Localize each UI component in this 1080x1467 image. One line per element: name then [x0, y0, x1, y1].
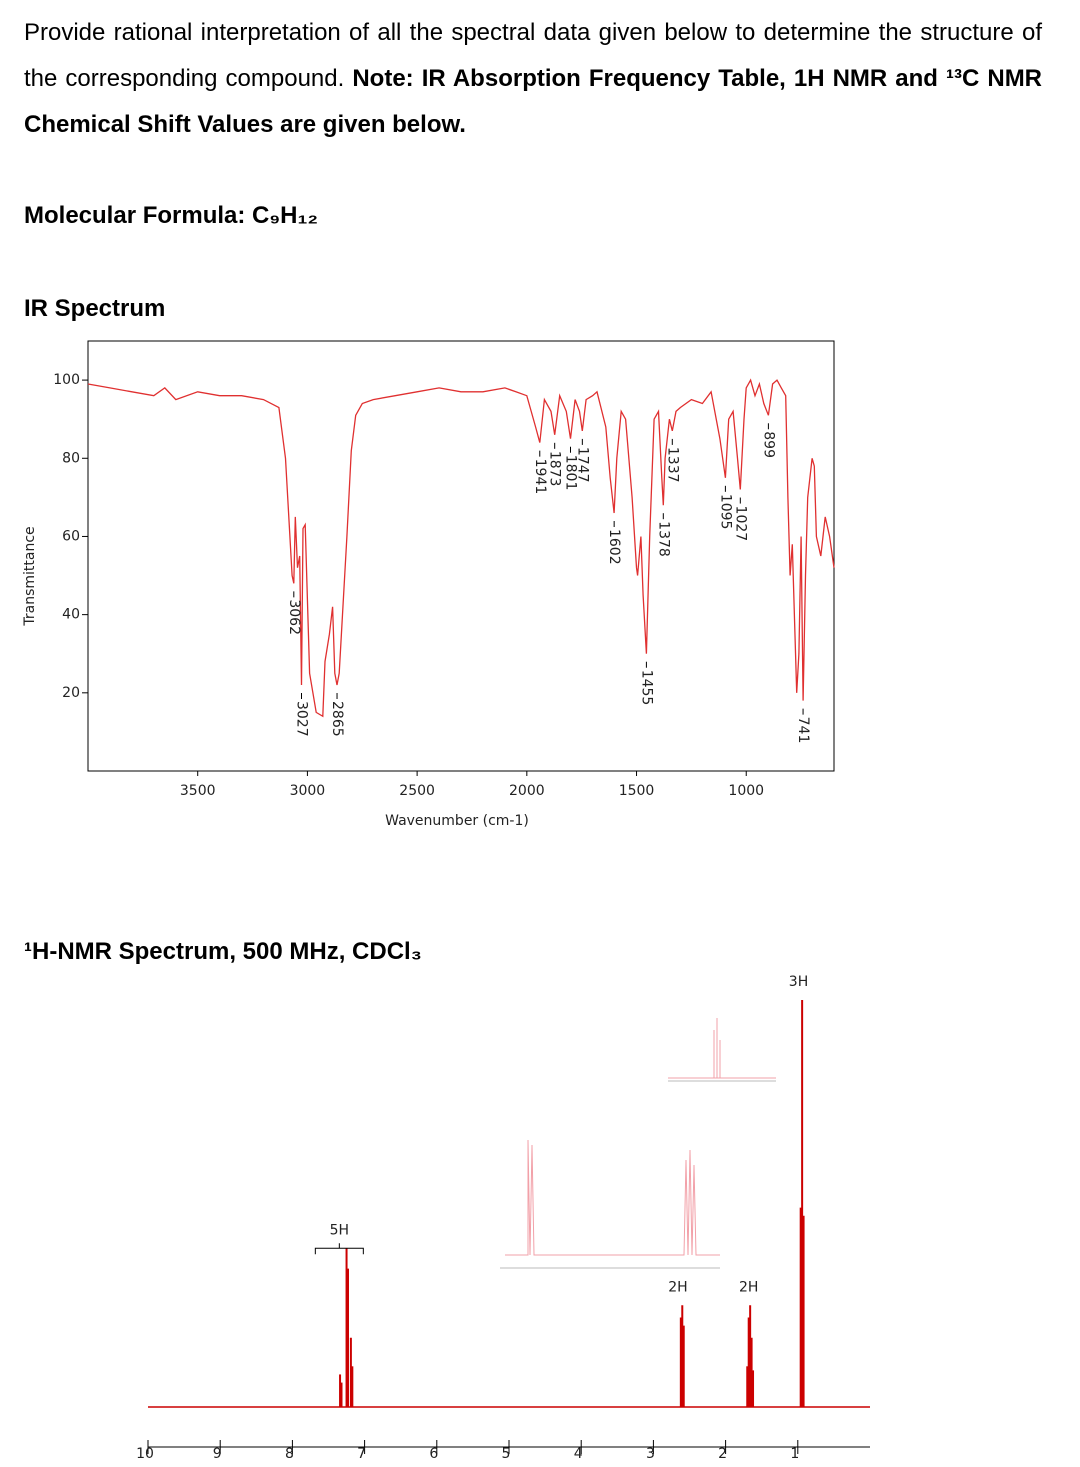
- x-tick-label: 7: [357, 1446, 366, 1462]
- x-tick-label: 3000: [290, 783, 326, 799]
- peak-label: 1941: [532, 459, 548, 495]
- y-tick-label: 40: [62, 607, 80, 623]
- y-tick-label: 80: [62, 450, 80, 466]
- integration-label: 2H: [668, 1279, 687, 1295]
- peak-label: 1602: [606, 529, 622, 565]
- integration-label: 5H: [330, 1222, 349, 1238]
- peak-label: 1027: [732, 506, 748, 542]
- x-tick-label: 3: [646, 1446, 655, 1462]
- inset-axis: [500, 1080, 776, 1269]
- inset-trace: [505, 1139, 720, 1256]
- x-tick-label: 10: [136, 1446, 154, 1462]
- y-tick-label: 20: [62, 685, 80, 701]
- peak-label: 741: [795, 717, 811, 744]
- x-tick-label: 1: [790, 1446, 799, 1462]
- y-axis-label: Transmittance: [22, 526, 38, 626]
- note-text: Note: IR Absorption Frequency Table, 1H …: [24, 65, 1043, 138]
- x-tick-label: 3500: [180, 783, 216, 799]
- x-tick-label: 4: [574, 1446, 583, 1462]
- peak-label: 3027: [293, 701, 309, 737]
- nmr-heading: ¹H-NMR Spectrum, 500 MHz, CDCl₃: [24, 938, 422, 965]
- x-tick-label: 2000: [509, 783, 545, 799]
- x-tick-label: 8: [285, 1446, 294, 1462]
- x-tick-label: 1500: [619, 783, 655, 799]
- peak-label: 1801: [562, 455, 578, 491]
- peak-label: 899: [760, 431, 776, 458]
- x-tick-label: 1000: [728, 783, 764, 799]
- x-tick-label: 2500: [399, 783, 435, 799]
- ir-trace: [87, 378, 835, 718]
- peak-label: 2865: [329, 701, 345, 737]
- x-tick-label: 2: [718, 1446, 727, 1462]
- peak-label: 3062: [286, 599, 302, 635]
- y-tick-label: 60: [62, 528, 80, 544]
- intro-text: Provide rational interpretation of all t…: [24, 19, 1042, 92]
- nmr-insets: [500, 1018, 776, 1269]
- integration-label: 3H: [789, 974, 808, 990]
- formula: Molecular Formula: C₉H₁₂: [24, 202, 319, 229]
- intro-paragraph: Provide rational interpretation of all t…: [24, 10, 1042, 148]
- x-tick-label: 9: [213, 1446, 222, 1462]
- inset-trace: [668, 1018, 776, 1079]
- y-tick-label: 100: [53, 372, 80, 388]
- peak-label: 1337: [664, 447, 680, 483]
- peak-label: 1095: [717, 494, 733, 530]
- ir-frame: [87, 340, 835, 772]
- integration-label: 2H: [739, 1279, 758, 1295]
- peak-label: 1378: [655, 521, 671, 557]
- x-tick-label: 6: [429, 1446, 438, 1462]
- peak-label: 1873: [547, 451, 563, 487]
- ir-heading: IR Spectrum: [24, 295, 166, 322]
- x-tick-label: 5: [502, 1446, 511, 1462]
- integration-bracket: [314, 1243, 364, 1255]
- peak-label: 1747: [574, 447, 590, 483]
- x-axis-label: Wavenumber (cm-1): [385, 813, 529, 829]
- peak-label: 1455: [638, 670, 654, 706]
